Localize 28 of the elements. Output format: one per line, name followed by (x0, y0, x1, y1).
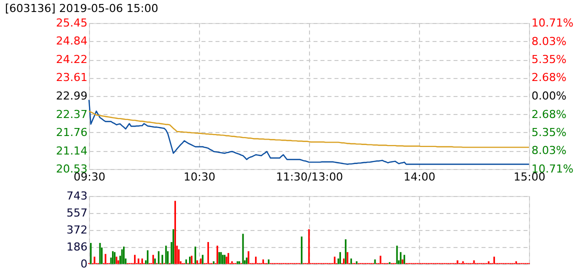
y-tick-label: 186 (66, 240, 88, 254)
y2-tick-label: 2.68% (532, 108, 566, 121)
y-tick-label: 25.45 (56, 16, 88, 30)
y2-tick-label: 8.03% (532, 144, 566, 158)
chart-title: [603136] 2019-05-06 15:00 (5, 2, 158, 15)
x-tick-label: 09:30 (74, 170, 106, 184)
y-tick-label: 23.61 (56, 71, 88, 84)
line-series (88, 99, 530, 165)
y2-tick-label: 2.68% (532, 71, 566, 84)
y-tick-label: 743 (66, 190, 88, 202)
y-tick-label: 24.22 (56, 53, 88, 66)
y-tick-label: 21.76 (56, 126, 88, 139)
y-tick-label: 24.84 (56, 34, 88, 48)
y2-tick-label: 0.00% (532, 90, 566, 102)
x-tick-label: 10:30 (184, 170, 216, 184)
y-tick-label: 21.14 (56, 144, 88, 158)
y-tick-label: 372 (66, 223, 88, 236)
y-tick-label: 557 (66, 206, 88, 220)
y-tick-label: 22.37 (56, 108, 88, 121)
x-tick-label: 14:00 (404, 170, 436, 184)
y2-tick-label: 8.03% (532, 34, 566, 48)
y2-tick-label: 10.71% (532, 16, 574, 30)
y-tick-label: 22.99 (56, 90, 88, 102)
line-series (88, 110, 530, 148)
y-tick-label: 0 (80, 258, 88, 270)
y2-tick-label: 5.35% (532, 53, 566, 66)
x-tick-label: 11:30/13:00 (276, 170, 344, 184)
y2-tick-label: 5.35% (532, 126, 566, 139)
